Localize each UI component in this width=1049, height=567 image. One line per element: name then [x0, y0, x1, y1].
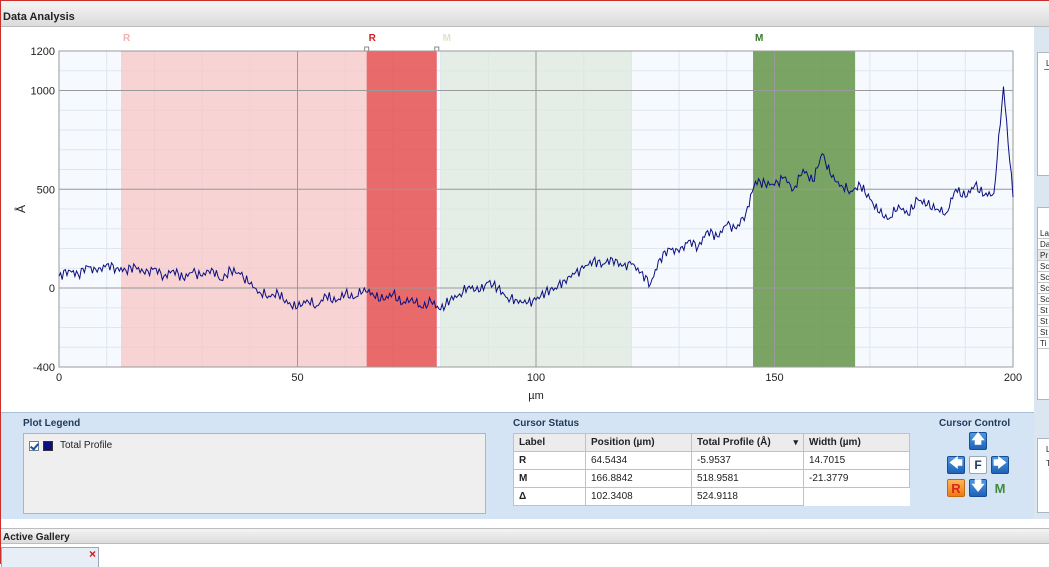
- plot-legend-title: Plot Legend: [23, 418, 81, 429]
- row-profile: -5.9537: [691, 451, 804, 470]
- x-axis-label: µm: [528, 390, 544, 402]
- gallery-title: Active Gallery: [3, 532, 70, 543]
- row-position: 64.5434: [585, 451, 692, 470]
- col-total-profile[interactable]: Total Profile (Å) ▾: [691, 433, 804, 452]
- property-row: Sc: [1038, 283, 1049, 294]
- cursor-status-table: Label Position (µm) Total Profile (Å) ▾ W…: [513, 433, 910, 506]
- y-tick-label: -400: [33, 362, 55, 374]
- row-label: Δ: [513, 487, 586, 506]
- col-total-profile-label: Total Profile (Å): [697, 437, 771, 448]
- cursor-region-r: [121, 51, 367, 367]
- row-position: 166.8842: [585, 469, 692, 488]
- arrow-up-button[interactable]: 🡅: [969, 431, 987, 450]
- focus-button[interactable]: F: [969, 456, 987, 474]
- cursor-handle: [434, 46, 440, 52]
- property-row: St: [1038, 327, 1049, 338]
- cursor-label-m: M: [755, 33, 763, 44]
- right-panel-bottom: L T: [1037, 438, 1049, 513]
- row-position: 102.3408: [585, 487, 692, 506]
- cursor-label-r: R: [369, 33, 377, 44]
- property-row: St: [1038, 316, 1049, 327]
- legend-color-swatch: [43, 440, 53, 451]
- x-tick-label: 0: [56, 372, 62, 384]
- cursor-handle: [364, 46, 370, 52]
- row-width: -21.3779: [803, 469, 910, 488]
- panel-header-data-analysis: Data Analysis: [1, 0, 1049, 27]
- cursor-region-r: [366, 51, 437, 367]
- gallery-thumbnail[interactable]: ×: [1, 547, 99, 567]
- right-bottom-label-2: T: [1046, 459, 1049, 468]
- property-row: Sc: [1038, 272, 1049, 283]
- col-position: Position (µm): [585, 433, 692, 452]
- cursor-region-m: [753, 51, 856, 367]
- series-line-total-profile: [58, 86, 1014, 312]
- arrow-right-button[interactable]: 🡆: [991, 455, 1009, 474]
- col-label: Label: [513, 433, 586, 452]
- y-tick-label: 0: [49, 283, 55, 295]
- row-width: 14.7015: [803, 451, 910, 470]
- row-label: M: [513, 469, 586, 488]
- row-label: R: [513, 451, 586, 470]
- legend-checkbox[interactable]: [29, 440, 39, 451]
- cursor-control: Cursor Control 🡅 🡄 F 🡆 R 🡇 M: [936, 413, 1024, 517]
- right-panel-properties: LaDaPrScScScScStStStTi: [1037, 207, 1049, 400]
- gallery-area: ×: [1, 544, 1049, 567]
- property-row: Sc: [1038, 261, 1049, 272]
- right-bottom-label-1: L: [1046, 445, 1049, 454]
- plot-area[interactable]: R R M M 0 50 100 150 200 -400 0 500 1000 1200 µm Å: [1, 27, 1034, 412]
- cursor-control-title: Cursor Control: [939, 418, 1011, 429]
- right-top-divider: [1044, 69, 1049, 70]
- property-row: Sc: [1038, 294, 1049, 305]
- select-m-cursor-button[interactable]: M: [994, 480, 1006, 496]
- x-tick-label: 50: [291, 372, 303, 384]
- y-axis-label: Å: [13, 205, 28, 213]
- table-row-r: R 64.5434 -5.9537 14.7015: [513, 451, 910, 470]
- cursor-label-m: M: [443, 33, 451, 44]
- row-width: [804, 488, 910, 506]
- panel-header-active-gallery: Active Gallery: [1, 528, 1049, 544]
- col-width: Width (µm): [803, 433, 910, 452]
- table-header-row: Label Position (µm) Total Profile (Å) ▾ W…: [513, 433, 910, 452]
- x-tick-label: 150: [765, 372, 783, 384]
- table-row-delta: Δ 102.3408 524.9118: [513, 487, 910, 506]
- cursor-status-title: Cursor Status: [513, 418, 580, 429]
- close-icon[interactable]: ×: [88, 547, 96, 561]
- arrow-down-button[interactable]: 🡇: [969, 478, 987, 497]
- right-top-label: L: [1046, 59, 1049, 68]
- property-row: St: [1038, 305, 1049, 316]
- row-profile: 524.9118: [691, 487, 804, 506]
- bottom-panels: Plot Legend Total Profile Cursor Status …: [1, 412, 1034, 519]
- select-r-cursor-button[interactable]: R: [947, 479, 965, 497]
- chevron-down-icon[interactable]: ▾: [793, 437, 798, 447]
- cursor-label-r: R: [123, 33, 131, 44]
- plot-legend-box: Total Profile: [23, 433, 486, 514]
- panel-title: Data Analysis: [3, 11, 75, 23]
- property-row: Da: [1038, 239, 1049, 250]
- x-tick-label: 100: [527, 372, 545, 384]
- property-row: Pr: [1038, 250, 1049, 261]
- legend-item-total-profile[interactable]: Total Profile: [29, 440, 112, 451]
- arrow-left-button[interactable]: 🡄: [947, 455, 965, 474]
- y-tick-label: 500: [37, 184, 55, 196]
- x-tick-label: 200: [1004, 372, 1022, 384]
- property-row: Ti: [1038, 338, 1049, 349]
- row-profile: 518.9581: [691, 469, 804, 488]
- legend-label: Total Profile: [60, 440, 113, 451]
- y-tick-label: 1200: [31, 46, 55, 58]
- y-tick-label: 1000: [31, 86, 55, 98]
- table-row-m: M 166.8842 518.9581 -21.3779: [513, 469, 910, 488]
- property-row: La: [1038, 228, 1049, 239]
- right-panel-top: L: [1037, 52, 1049, 176]
